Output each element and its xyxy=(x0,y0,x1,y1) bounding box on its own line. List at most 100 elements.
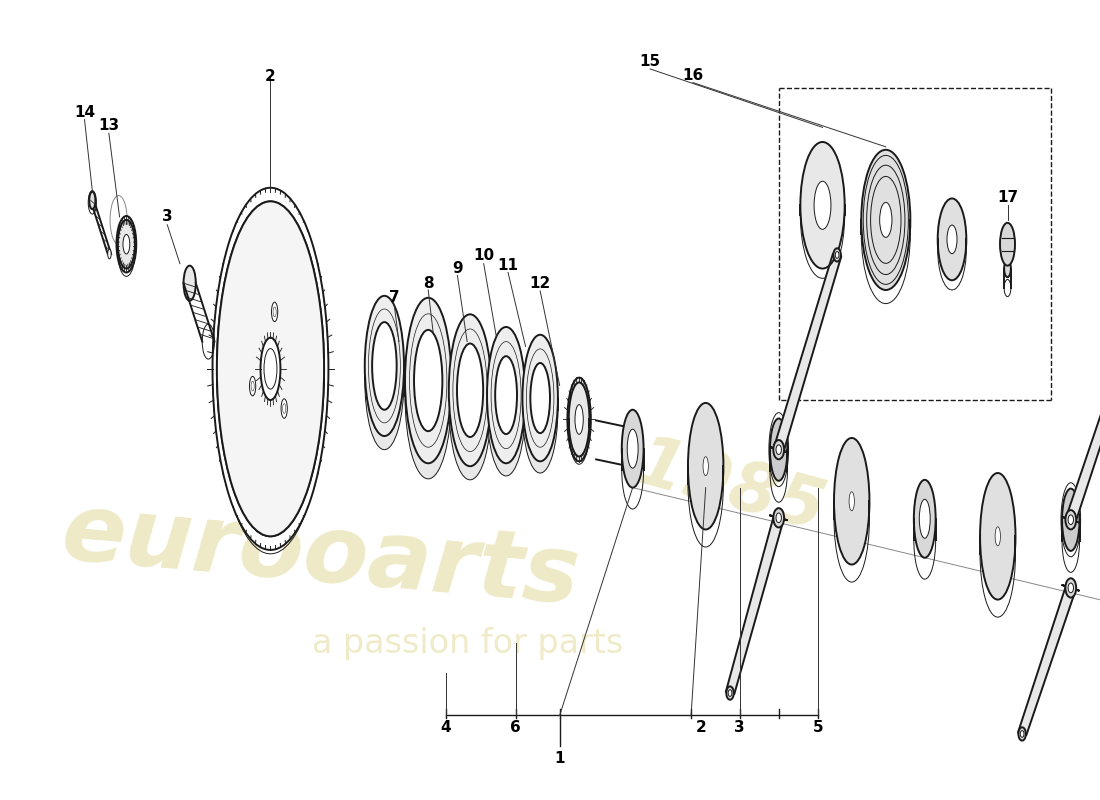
Ellipse shape xyxy=(372,322,397,410)
Text: a passion for parts: a passion for parts xyxy=(311,627,623,660)
Ellipse shape xyxy=(914,480,936,558)
Ellipse shape xyxy=(487,327,525,463)
Ellipse shape xyxy=(117,216,136,273)
Text: 10: 10 xyxy=(473,249,494,263)
Ellipse shape xyxy=(621,410,643,488)
Ellipse shape xyxy=(770,418,788,481)
Ellipse shape xyxy=(937,198,966,280)
Text: 2: 2 xyxy=(265,70,276,84)
Ellipse shape xyxy=(522,334,558,462)
Ellipse shape xyxy=(372,336,397,423)
Ellipse shape xyxy=(273,307,276,317)
Ellipse shape xyxy=(849,492,855,510)
Ellipse shape xyxy=(264,349,277,389)
Text: 13: 13 xyxy=(98,118,120,133)
Ellipse shape xyxy=(414,330,442,431)
Ellipse shape xyxy=(814,182,830,230)
Ellipse shape xyxy=(250,376,255,396)
Ellipse shape xyxy=(89,192,96,209)
Ellipse shape xyxy=(728,690,732,696)
Ellipse shape xyxy=(861,150,911,290)
Ellipse shape xyxy=(801,142,845,269)
Ellipse shape xyxy=(456,357,483,450)
Ellipse shape xyxy=(834,438,869,565)
Ellipse shape xyxy=(212,188,329,550)
Ellipse shape xyxy=(495,369,517,446)
Ellipse shape xyxy=(495,356,517,434)
Ellipse shape xyxy=(456,343,483,437)
Ellipse shape xyxy=(487,340,525,476)
Ellipse shape xyxy=(217,202,324,536)
Polygon shape xyxy=(770,254,842,452)
Text: 7: 7 xyxy=(388,290,399,306)
Ellipse shape xyxy=(405,298,451,463)
Ellipse shape xyxy=(414,346,442,446)
Text: 1985: 1985 xyxy=(628,430,832,545)
Text: 16: 16 xyxy=(682,68,704,83)
Ellipse shape xyxy=(1019,727,1026,741)
Ellipse shape xyxy=(282,399,287,418)
Ellipse shape xyxy=(980,473,1015,599)
Ellipse shape xyxy=(834,248,840,262)
Ellipse shape xyxy=(118,220,135,269)
Text: 15: 15 xyxy=(639,54,661,69)
Polygon shape xyxy=(1063,343,1100,522)
Text: 12: 12 xyxy=(529,276,551,290)
Ellipse shape xyxy=(703,457,708,476)
Ellipse shape xyxy=(726,686,734,700)
Ellipse shape xyxy=(365,296,404,436)
Text: 11: 11 xyxy=(497,258,518,273)
Text: 3: 3 xyxy=(735,720,745,734)
Polygon shape xyxy=(726,515,788,694)
Ellipse shape xyxy=(272,302,277,322)
Ellipse shape xyxy=(1063,489,1079,551)
Ellipse shape xyxy=(251,382,254,391)
Text: 4: 4 xyxy=(440,720,451,734)
Text: 6: 6 xyxy=(510,720,521,734)
Ellipse shape xyxy=(776,513,781,522)
Ellipse shape xyxy=(1066,510,1076,530)
Ellipse shape xyxy=(627,430,638,468)
Ellipse shape xyxy=(1068,583,1074,593)
Ellipse shape xyxy=(920,499,931,538)
Ellipse shape xyxy=(996,527,1000,546)
Ellipse shape xyxy=(530,374,550,445)
Ellipse shape xyxy=(880,202,892,238)
Ellipse shape xyxy=(575,405,583,434)
Ellipse shape xyxy=(1068,515,1074,525)
Text: 1: 1 xyxy=(554,750,565,766)
Ellipse shape xyxy=(1004,260,1011,277)
Ellipse shape xyxy=(1000,223,1015,266)
Ellipse shape xyxy=(688,403,724,530)
Text: 2: 2 xyxy=(695,720,706,734)
Ellipse shape xyxy=(568,378,591,462)
Ellipse shape xyxy=(449,314,492,466)
Ellipse shape xyxy=(261,338,280,400)
Ellipse shape xyxy=(947,225,957,254)
Polygon shape xyxy=(1018,585,1079,735)
Ellipse shape xyxy=(123,234,130,254)
Ellipse shape xyxy=(776,445,781,454)
Text: eurooarts: eurooarts xyxy=(58,487,584,624)
Text: 5: 5 xyxy=(812,720,823,734)
Text: 8: 8 xyxy=(422,276,433,290)
Ellipse shape xyxy=(522,346,558,473)
Ellipse shape xyxy=(108,249,111,259)
Ellipse shape xyxy=(184,266,196,301)
Ellipse shape xyxy=(365,310,404,450)
Ellipse shape xyxy=(1066,578,1076,598)
Ellipse shape xyxy=(449,328,492,480)
Text: 3: 3 xyxy=(162,210,173,225)
Ellipse shape xyxy=(835,252,839,258)
Text: 14: 14 xyxy=(74,106,95,120)
Ellipse shape xyxy=(1020,730,1024,738)
Ellipse shape xyxy=(217,202,324,536)
Ellipse shape xyxy=(530,363,550,433)
Ellipse shape xyxy=(569,382,590,457)
Ellipse shape xyxy=(283,404,286,414)
Text: 9: 9 xyxy=(452,261,463,276)
Text: 17: 17 xyxy=(997,190,1019,205)
Ellipse shape xyxy=(773,440,784,459)
Ellipse shape xyxy=(405,314,451,479)
Ellipse shape xyxy=(773,508,784,527)
